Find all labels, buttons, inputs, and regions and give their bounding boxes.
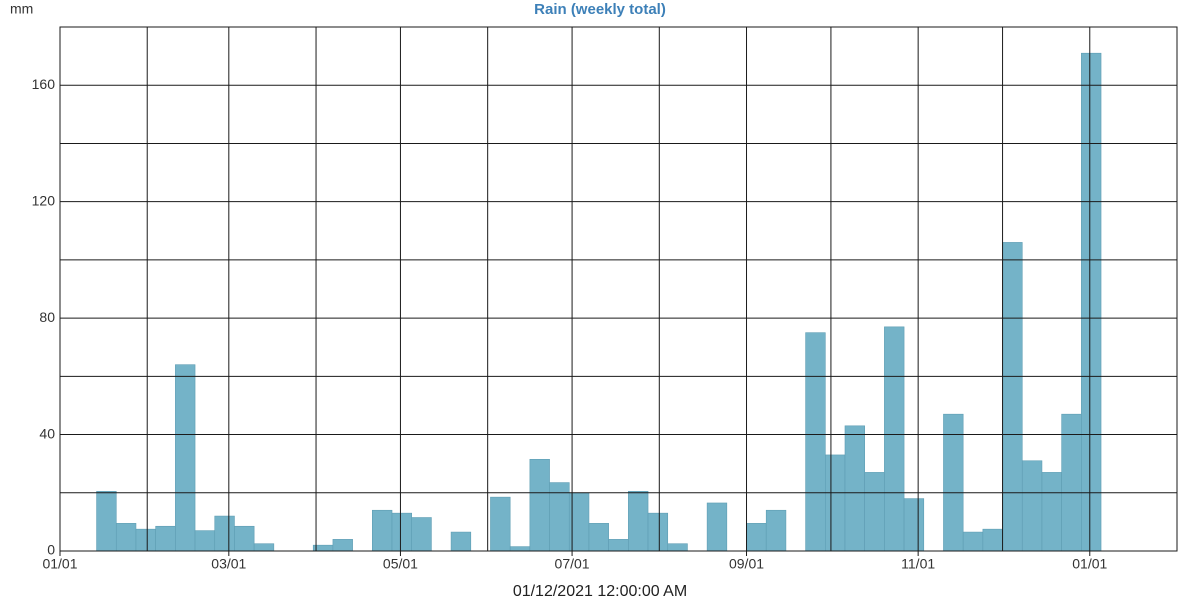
bar (214, 515, 235, 552)
bar (647, 512, 669, 552)
bar (529, 458, 550, 552)
x-tick-label: 03/01 (211, 556, 246, 572)
x-tick-label: 05/01 (383, 556, 418, 572)
bar (490, 496, 511, 552)
bar (903, 498, 925, 552)
bar (667, 543, 688, 552)
bar (1021, 460, 1043, 552)
bar (844, 425, 865, 552)
y-unit: mm (10, 1, 33, 17)
bar (706, 502, 728, 552)
bar (628, 491, 649, 552)
bar (450, 531, 472, 552)
x-tick-label: 01/01 (42, 556, 77, 572)
x-tick-label: 09/01 (729, 556, 764, 572)
bar (96, 491, 117, 552)
x-tick-label: 07/01 (555, 556, 590, 572)
bar (509, 546, 531, 552)
bar (194, 530, 216, 552)
x-tick-label: 01/01 (1072, 556, 1107, 572)
x-tick-label: 11/01 (901, 556, 935, 572)
bar (411, 517, 432, 552)
bar (234, 525, 255, 552)
bar (588, 523, 609, 552)
bar (372, 509, 393, 552)
bar (962, 531, 984, 552)
bar (391, 512, 413, 552)
bar (805, 332, 826, 552)
bar (135, 528, 156, 552)
footer-date: 01/12/2021 12:00:00 AM (513, 583, 687, 600)
y-tick-label: 80 (39, 309, 55, 325)
bar (1002, 242, 1023, 552)
bar (608, 539, 629, 552)
y-tick-label: 120 (32, 192, 56, 208)
chart-title: Rain (weekly total) (534, 1, 666, 18)
bar (332, 539, 353, 552)
bar (1041, 472, 1062, 552)
bar (746, 523, 767, 552)
bar (864, 472, 885, 552)
bar (155, 525, 176, 552)
bar (884, 326, 905, 552)
bar (982, 528, 1003, 552)
y-tick-label: 160 (32, 76, 56, 92)
y-tick-label: 40 (39, 425, 55, 441)
bar (175, 364, 196, 552)
bar (115, 523, 137, 552)
plot-frame (59, 26, 1178, 552)
bar (824, 454, 846, 552)
bar (765, 509, 787, 552)
bars (96, 52, 1102, 552)
bar (253, 543, 275, 552)
y-tick-label: 0 (47, 542, 55, 558)
bar (1081, 52, 1102, 552)
